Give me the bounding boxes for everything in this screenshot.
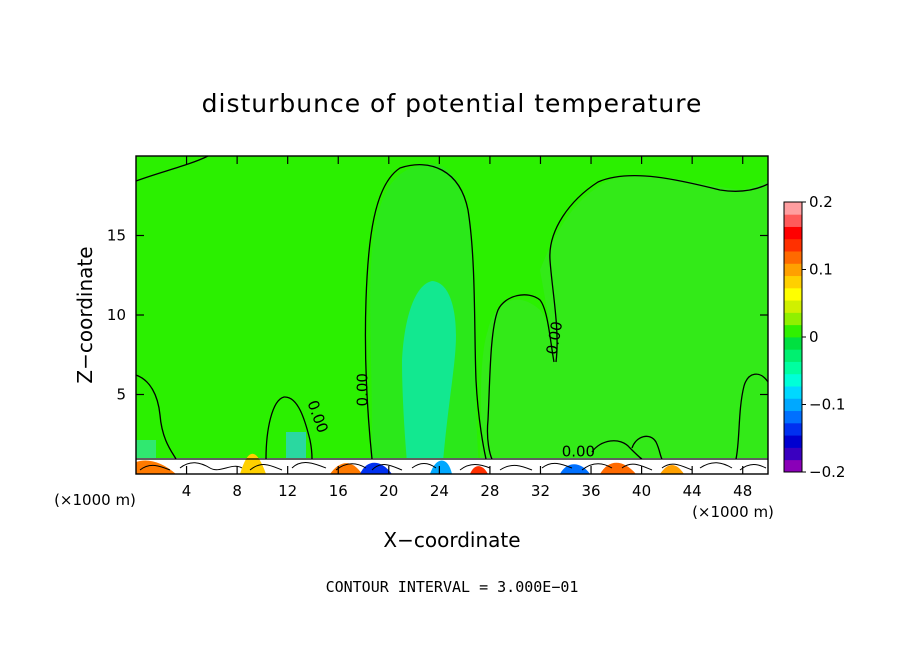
colorbar-swatch [784, 398, 802, 412]
contour-interval-text: CONTOUR INTERVAL = 3.000E−01 [326, 578, 579, 596]
colorbar-swatch [784, 435, 802, 448]
contour-zero-lower-right-2 [631, 435, 663, 460]
x-tick-label: 28 [480, 482, 499, 500]
x-tick-label: 48 [733, 482, 752, 500]
boundary-warm-1 [136, 460, 176, 474]
boundary-warm-4 [470, 466, 488, 474]
colorbar-swatch [784, 238, 802, 252]
colorbar-swatch [784, 349, 802, 362]
colorbar [783, 201, 803, 473]
contour-zero-right [486, 294, 555, 460]
colorbar-swatch [784, 324, 802, 338]
colorbar-swatch [784, 337, 802, 350]
colorbar-tick-label: 0.1 [809, 261, 833, 279]
chart-title: disturbunce of potential temperature [202, 89, 703, 118]
contour-zero-top-left [136, 156, 209, 182]
y-axis-label: Z−coordinate [73, 246, 97, 383]
contour-label: 0.00 [562, 443, 595, 461]
x-tick-label: 40 [632, 482, 651, 500]
colorbar-swatch [784, 226, 802, 240]
boundary-cold-1 [360, 462, 392, 474]
colorbar-swatch [784, 263, 802, 277]
contour-zero-left [136, 374, 177, 460]
x-unit-right: (×1000 m) [692, 503, 774, 521]
contour-zero-far-right [735, 373, 768, 460]
y-tick-label: 5 [116, 386, 126, 404]
colorbar-swatch [784, 410, 802, 424]
y-tick-label: 10 [107, 306, 126, 324]
contour-zero-lower-right-1 [591, 440, 643, 460]
x-tick-label: 32 [531, 482, 550, 500]
colorbar-swatch [784, 373, 802, 387]
colorbar-swatch [784, 275, 802, 289]
colorbar-swatch [784, 202, 802, 215]
x-axis-ticks: 4 8 12 16 20 24 28 32 36 40 44 48 [182, 156, 752, 500]
x-tick-label: 8 [232, 482, 242, 500]
colorbar-tick-label: 0 [809, 328, 819, 346]
colorbar-tick-label: 0.2 [809, 193, 833, 211]
x-tick-label: 36 [581, 482, 600, 500]
contour-zero-plume [364, 164, 487, 460]
colorbar-swatch [784, 459, 802, 473]
colorbar-swatch [784, 214, 802, 227]
x-tick-label: 20 [379, 482, 398, 500]
y-axis-ticks: 5 10 15 [107, 227, 768, 404]
colorbar-swatch [784, 300, 802, 313]
boundary-cold-2 [430, 460, 452, 474]
x-axis-label: X−coordinate [383, 528, 520, 552]
x-tick-label: 24 [430, 482, 449, 500]
colorbar-swatch [784, 386, 802, 399]
colorbar-swatch [784, 361, 802, 375]
plot-area [136, 156, 768, 474]
contour-zero-hump [265, 396, 313, 460]
colorbar-swatch [784, 312, 802, 326]
x-tick-label: 44 [683, 482, 702, 500]
boundary-warm-6 [660, 465, 684, 474]
colorbar-swatch [784, 287, 802, 301]
y-tick-label: 15 [107, 227, 126, 245]
contour-label: 0.00 [353, 373, 371, 406]
boundary-warm-5 [600, 462, 636, 474]
colorbar-swatch [784, 251, 802, 264]
contour-label: 0.00 [543, 320, 567, 356]
x-unit-left: (×1000 m) [54, 491, 136, 509]
contour-zero-upper-right [549, 174, 768, 363]
x-tick-label: 16 [329, 482, 348, 500]
colorbar-ticks: 0.2 0.1 0 −0.1 −0.2 [802, 193, 845, 481]
field-plume [402, 281, 456, 474]
colorbar-tick-label: −0.2 [809, 463, 845, 481]
x-tick-label: 12 [278, 482, 297, 500]
boundary-lines [139, 462, 767, 471]
colorbar-tick-label: −0.1 [809, 396, 845, 414]
colorbar-swatch [784, 422, 802, 436]
colorbar-swatch [784, 447, 802, 461]
x-tick-label: 4 [182, 482, 192, 500]
field-region-right [480, 175, 768, 474]
